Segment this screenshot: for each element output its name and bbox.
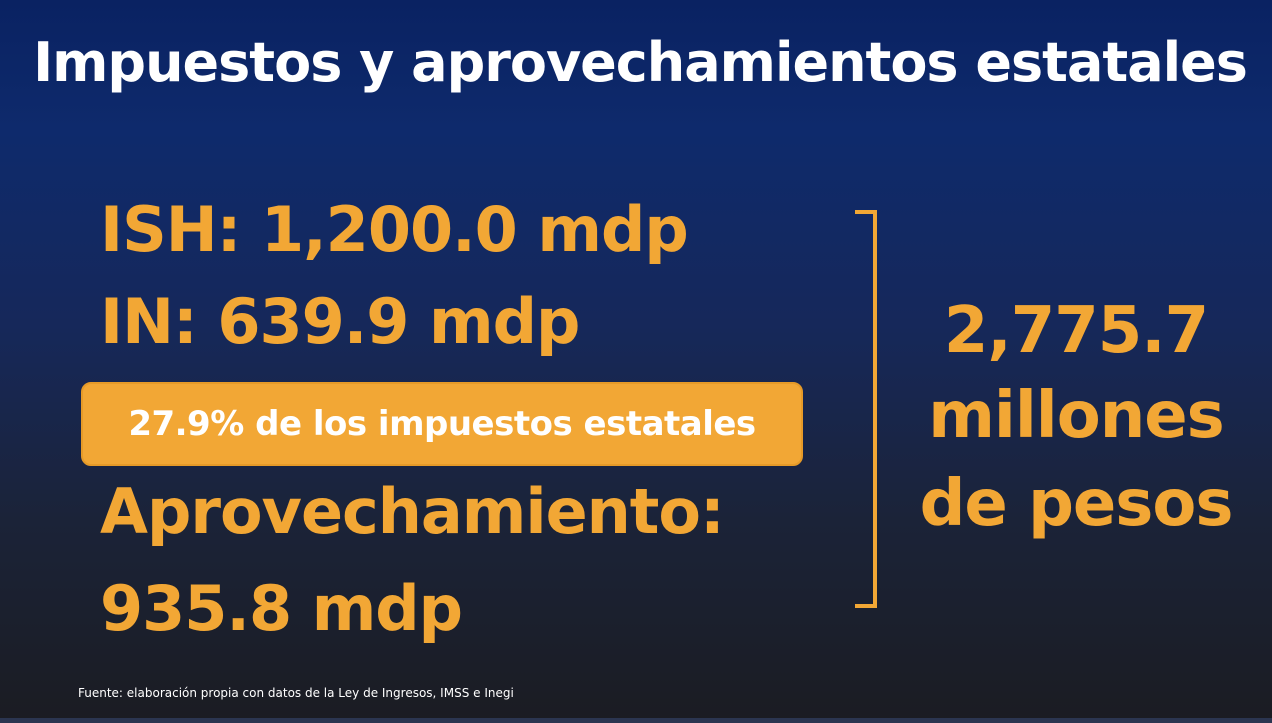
total-unit-line1: millones <box>928 379 1225 453</box>
aprovechamiento-amount: 935.8 mdp <box>100 572 463 645</box>
total-amount: 2,775.7 <box>943 294 1209 368</box>
in-amount: IN: 639.9 mdp <box>100 285 580 358</box>
slide-title: Impuestos y aprovechamientos estatales <box>33 31 1248 94</box>
source-note: Fuente: elaboración propia con datos de … <box>78 686 514 700</box>
bottom-divider <box>0 718 1272 723</box>
highlight-badge: 27.9% de los impuestos estatales <box>81 382 803 466</box>
aprovechamiento-label: Aprovechamiento: <box>100 475 725 548</box>
ish-amount: ISH: 1,200.0 mdp <box>100 193 689 266</box>
right-bracket-icon <box>855 210 877 608</box>
highlight-text: 27.9% de los impuestos estatales <box>128 404 756 444</box>
total-unit-line2: de pesos <box>919 467 1234 541</box>
